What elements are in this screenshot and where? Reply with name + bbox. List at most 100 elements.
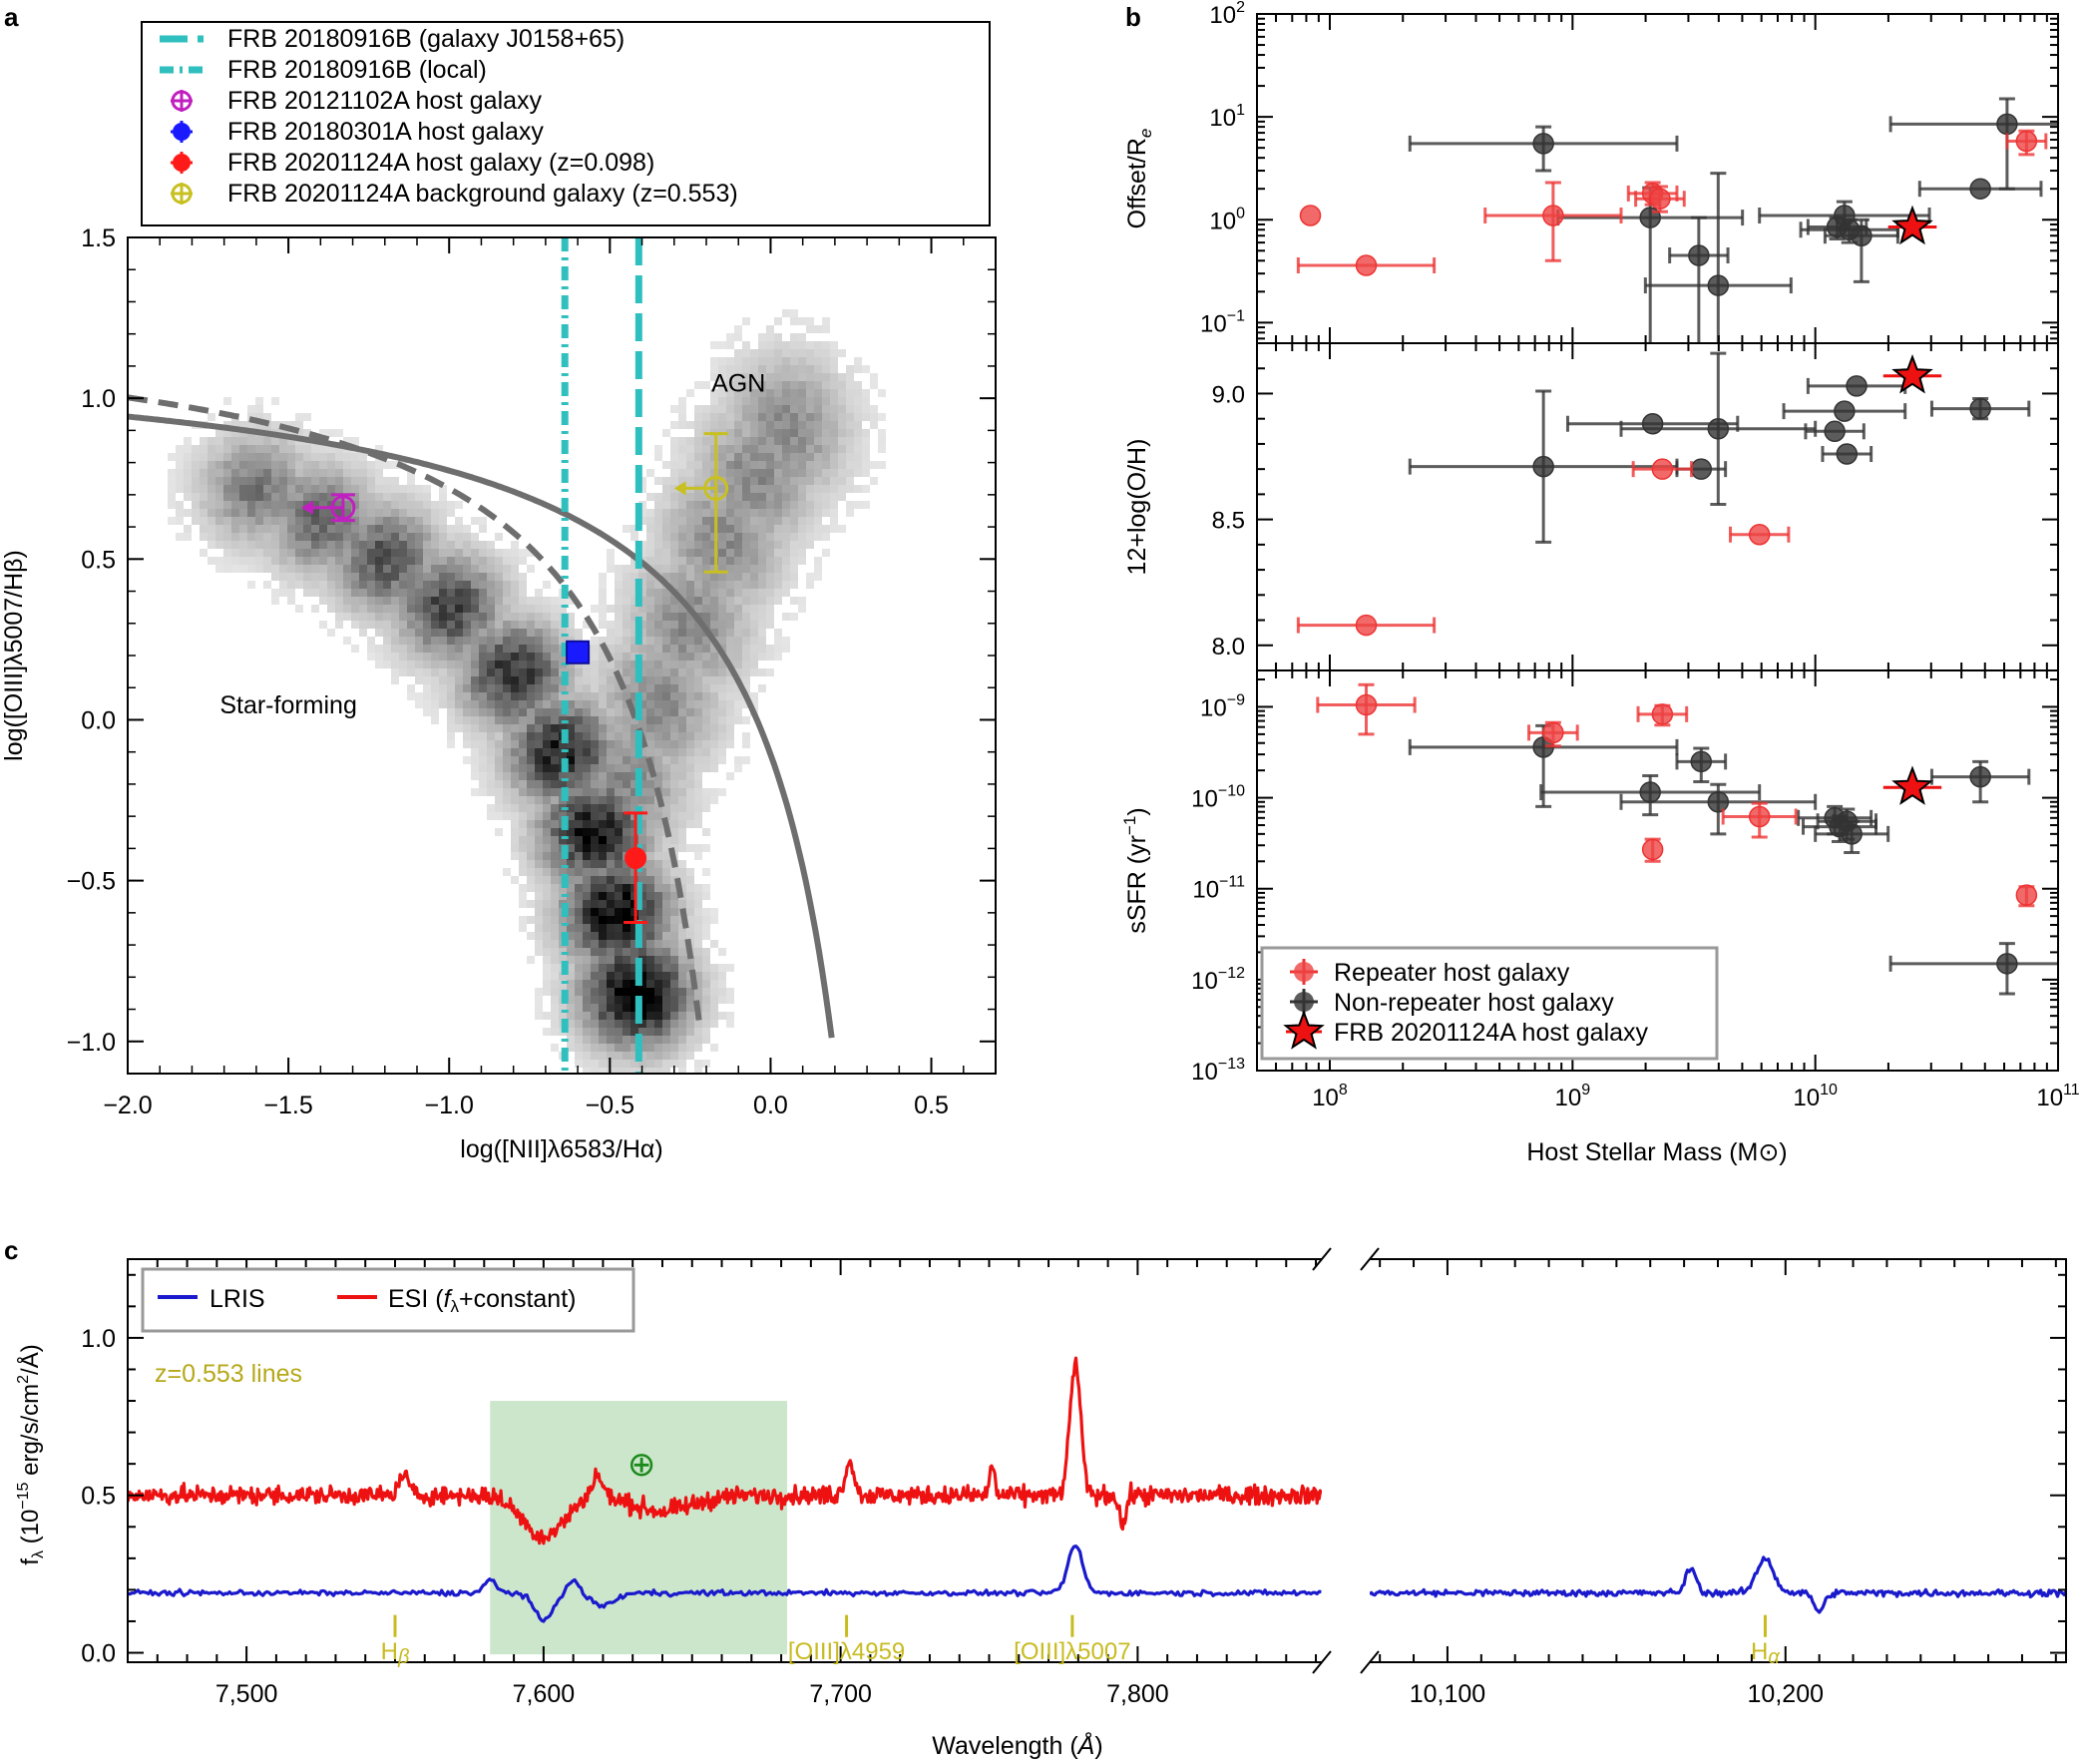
axis-break-mark <box>1312 1650 1332 1674</box>
nonrepeater-point-8 <box>1929 397 2031 421</box>
line-marker-label: [OIII]λ5007 <box>1014 1638 1130 1665</box>
marker <box>624 847 647 870</box>
subplot-points <box>1296 97 2058 343</box>
legend-item-5: FRB 20201124A background galaxy (z=0.553… <box>171 180 738 208</box>
panel-c-xlabel: Wavelength (Å) <box>932 1730 1102 1760</box>
frb-20180916b-lines <box>561 237 642 1074</box>
legend-label: FRB 20121102A host galaxy <box>227 87 543 115</box>
nonrepeater-point-7 <box>1814 819 1890 854</box>
marker <box>2015 130 2038 153</box>
line-marker-label: Hα <box>1751 1638 1780 1668</box>
y-tick-label: 0.5 <box>81 546 116 574</box>
subplot-points <box>1296 351 2031 637</box>
marker <box>1355 693 1378 716</box>
legend-marker <box>171 90 193 112</box>
y-tick-label: 1.0 <box>81 385 116 413</box>
y-tick-label: 8.5 <box>1212 508 1245 535</box>
panel-b-subplot-2: 10−13 10−12 10−11 10−10 10−9 sSFR (yr−1) <box>1120 669 2059 1086</box>
x-tick-label: 10,200 <box>1748 1680 1824 1708</box>
x-tick-label: 7,600 <box>513 1680 576 1708</box>
marker <box>1707 274 1730 296</box>
legend-item-0: FRB 20180916B (galaxy J0158+65) <box>160 25 624 53</box>
legend-label: Non-repeater host galaxy <box>1334 989 1614 1017</box>
y-tick-label: 101 <box>1209 102 1245 132</box>
y-tick-label: 0.0 <box>81 1640 116 1668</box>
lris-spectrum-left <box>128 1544 1322 1623</box>
x-tick-label: 1010 <box>1793 1082 1838 1111</box>
panel-c-frame: 7,500 7,600 7,700 7,800 10,100 10,200 0.0 0.5 1.… <box>81 1247 2067 1708</box>
panel-b-subplot-1: 8.0 8.5 9.0 12+log(O/H) <box>1123 342 2059 671</box>
nonrepeater-point-1 <box>1539 773 1762 817</box>
panel-b-host-properties: 10−1 100 101 102 Offset/Re 8.0 8.5 9.0 12+log(O/… <box>1120 0 2080 1166</box>
star-marker <box>1891 765 1933 805</box>
y-tick-label: 0.0 <box>81 706 116 734</box>
x-tick-label: −1.0 <box>425 1092 474 1119</box>
x-tick-label: 0.5 <box>914 1092 949 1119</box>
nonrepeater-point-8 <box>1929 759 2031 804</box>
x-tick-label: 7,800 <box>1106 1680 1169 1708</box>
frb20201124a-star <box>1887 205 1937 245</box>
y-tick-label: 10−12 <box>1191 965 1245 995</box>
y-tick-label: 8.0 <box>1212 634 1245 661</box>
axis-break-mark <box>1360 1650 1380 1674</box>
legend-label: FRB 20180916B (local) <box>227 56 487 84</box>
nonrepeater-point-9 <box>1888 97 2058 191</box>
legend-marker <box>173 123 191 141</box>
x-tick-label: −2.0 <box>103 1092 152 1119</box>
repeater-point-0 <box>1296 254 1437 276</box>
panel-a-ticks: −2.0 −1.5 −1.0 −0.5 0.0 0.5 −1.0 −0.5 0.0 0.5 1.0 1… <box>67 224 996 1119</box>
repeater-point-0 <box>1296 614 1437 637</box>
nonrepeater-point-0 <box>1408 125 1679 173</box>
panel-c-ylabel: fλ (10−15 erg/s/cm2/Å) <box>15 1344 47 1564</box>
subplot-ylabel: 12+log(O/H) <box>1123 439 1151 576</box>
legend-item-0: Repeater host galaxy <box>1290 959 1570 987</box>
right-axes <box>1370 1258 2067 1663</box>
marker <box>1841 823 1863 845</box>
nonrepeater-point-4 <box>1804 420 1866 443</box>
y-tick-label: 10−11 <box>1192 874 1245 904</box>
panel-a-xlabel: log([NII]λ6583/Hα) <box>460 1135 662 1163</box>
marker <box>1649 188 1671 210</box>
left-axes <box>127 1258 1322 1663</box>
marker <box>1355 614 1378 637</box>
legend-lris-label: LRIS <box>209 1285 265 1313</box>
marker <box>703 475 729 501</box>
kewley-curve <box>128 413 835 1039</box>
marker <box>1748 524 1771 546</box>
panel-label-a: a <box>4 2 19 32</box>
subplot-frame <box>1256 669 2059 1072</box>
frb20201124a-star <box>1882 353 1942 394</box>
marker <box>1639 781 1661 803</box>
legend-item-3: FRB 20180301A host galaxy <box>171 118 544 146</box>
x-tick-label: −0.5 <box>586 1092 634 1119</box>
marker <box>1824 420 1846 443</box>
star-forming-region-label: Star-forming <box>219 691 357 719</box>
subplot-frame <box>1256 342 2059 671</box>
kauffmann-curve <box>128 394 703 1029</box>
nonrepeater-point-2 <box>1668 216 1730 343</box>
nonrepeater-point-9 <box>1888 942 2058 996</box>
panel-label-b: b <box>1125 2 1141 32</box>
repeater-point-4 <box>1634 185 1686 214</box>
subplot-ylabel: Offset/Re <box>1123 129 1155 229</box>
x-tick-label: 108 <box>1312 1082 1348 1111</box>
x-tick-label: 7,500 <box>215 1680 278 1708</box>
legend-marker <box>1294 962 1314 982</box>
nonrepeater-point-6 <box>1799 218 1899 244</box>
bpt-point-3 <box>673 432 729 574</box>
marker <box>1834 400 1856 422</box>
y-tick-label: 9.0 <box>1212 381 1245 408</box>
subplot-points <box>1316 682 2058 996</box>
marker <box>1969 397 1991 420</box>
panel-a-legend: FRB 20180916B (galaxy J0158+65) FRB 20180… <box>141 21 991 226</box>
repeater-point-2 <box>1483 181 1623 262</box>
nonrepeater-point-7 <box>1823 218 1899 283</box>
frb-host-points <box>300 432 729 925</box>
star-marker <box>1891 353 1933 394</box>
marker <box>330 495 356 521</box>
marker <box>1748 805 1771 828</box>
marker <box>1996 113 2018 136</box>
marker <box>1707 791 1730 813</box>
star-marker <box>1891 205 1933 245</box>
